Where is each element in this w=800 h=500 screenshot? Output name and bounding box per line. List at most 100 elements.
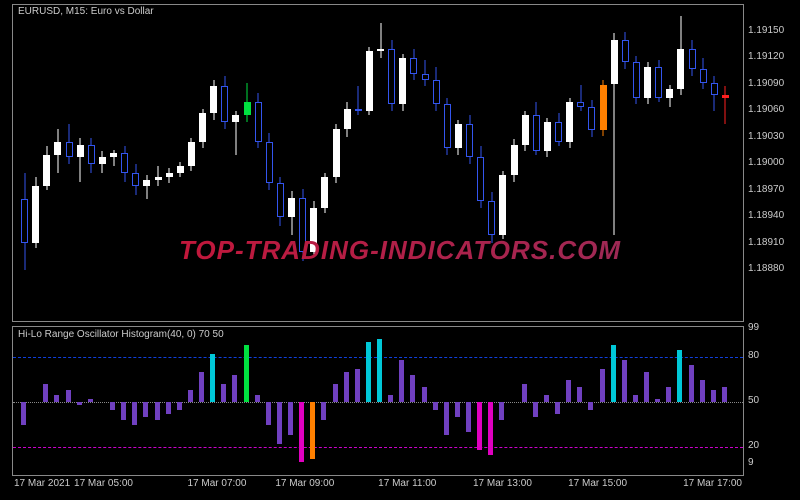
candlestick — [588, 5, 595, 323]
time-x-axis: 17 Mar 202117 Mar 05:0017 Mar 07:0017 Ma… — [12, 478, 744, 494]
oscillator-bar — [455, 402, 460, 417]
candlestick — [533, 5, 540, 323]
candlestick — [377, 5, 384, 323]
candlestick — [288, 5, 295, 323]
candlestick — [255, 5, 262, 323]
price-tick: 1.19150 — [748, 25, 784, 36]
candlestick — [143, 5, 150, 323]
time-tick: 17 Mar 09:00 — [275, 478, 334, 489]
candlestick — [655, 5, 662, 323]
candlestick — [566, 5, 573, 323]
price-tick: 1.19030 — [748, 131, 784, 142]
oscillator-bar — [444, 402, 449, 435]
oscillator-bar — [54, 395, 59, 403]
oscillator-bar — [700, 380, 705, 403]
price-tick: 1.18970 — [748, 184, 784, 195]
oscillator-bar — [666, 387, 671, 402]
oscillator-bar — [388, 395, 393, 403]
candlestick — [232, 5, 239, 323]
candlestick — [321, 5, 328, 323]
candlestick — [99, 5, 106, 323]
time-tick: 17 Mar 13:00 — [473, 478, 532, 489]
oscillator-bar — [110, 402, 115, 410]
time-tick: 17 Mar 17:00 — [683, 478, 742, 489]
oscillator-bar — [711, 390, 716, 402]
oscillator-bar — [433, 402, 438, 410]
oscillator-tick: 20 — [748, 440, 759, 451]
oscillator-bar — [288, 402, 293, 435]
candlestick — [333, 5, 340, 323]
candlestick — [477, 5, 484, 323]
candlestick — [700, 5, 707, 323]
candlestick — [177, 5, 184, 323]
oscillator-bar — [399, 360, 404, 402]
oscillator-tick: 9 — [748, 457, 754, 468]
candlestick — [611, 5, 618, 323]
oscillator-bar — [155, 402, 160, 420]
time-tick: 17 Mar 11:00 — [378, 478, 436, 489]
candlestick — [633, 5, 640, 323]
candlestick — [166, 5, 173, 323]
candlestick — [577, 5, 584, 323]
candlestick — [21, 5, 28, 323]
oscillator-bar — [522, 384, 527, 402]
candlestick — [121, 5, 128, 323]
oscillator-bar — [477, 402, 482, 450]
oscillator-bar — [232, 375, 237, 402]
oscillator-bar — [21, 402, 26, 425]
candlestick — [522, 5, 529, 323]
candlestick — [43, 5, 50, 323]
candlestick — [344, 5, 351, 323]
time-tick: 17 Mar 05:00 — [74, 478, 133, 489]
candlestick — [366, 5, 373, 323]
price-chart-panel[interactable] — [12, 4, 744, 322]
price-tick: 1.19060 — [748, 104, 784, 115]
candlestick — [677, 5, 684, 323]
price-tick: 1.18940 — [748, 210, 784, 221]
oscillator-bar — [88, 399, 93, 402]
candlestick — [266, 5, 273, 323]
oscillator-bar — [377, 339, 382, 402]
candlestick — [399, 5, 406, 323]
candlestick — [544, 5, 551, 323]
candlestick — [77, 5, 84, 323]
candlestick — [444, 5, 451, 323]
oscillator-bar — [566, 380, 571, 403]
candlestick — [410, 5, 417, 323]
oscillator-bar — [132, 402, 137, 425]
candlestick — [244, 5, 251, 323]
oscillator-bar — [310, 402, 315, 459]
price-tick: 1.19120 — [748, 51, 784, 62]
chart-title: EURUSD, M15: Euro vs Dollar — [18, 6, 154, 17]
price-tick: 1.18880 — [748, 263, 784, 274]
candlestick — [555, 5, 562, 323]
candlestick — [277, 5, 284, 323]
candlestick — [711, 5, 718, 323]
oscillator-bar — [622, 360, 627, 402]
candlestick — [310, 5, 317, 323]
candlestick — [499, 5, 506, 323]
price-y-axis: 1.188801.189101.189401.189701.190001.190… — [746, 4, 792, 322]
oscillator-panel[interactable] — [12, 326, 744, 476]
oscillator-bar — [722, 387, 727, 402]
candlestick — [299, 5, 306, 323]
oscillator-bar — [633, 395, 638, 403]
oscillator-bar — [121, 402, 126, 420]
oscillator-ref-line — [13, 447, 743, 448]
candlestick — [199, 5, 206, 323]
oscillator-bar — [299, 402, 304, 462]
oscillator-bar — [655, 399, 660, 402]
candlestick — [511, 5, 518, 323]
price-tick: 1.19090 — [748, 78, 784, 89]
oscillator-bar — [488, 402, 493, 455]
time-tick: 17 Mar 2021 — [14, 478, 70, 489]
oscillator-bar — [66, 390, 71, 402]
oscillator-bar — [199, 372, 204, 402]
oscillator-bar — [555, 402, 560, 414]
oscillator-bar — [689, 365, 694, 403]
oscillator-bar — [255, 395, 260, 403]
oscillator-bar — [533, 402, 538, 417]
oscillator-bar — [600, 369, 605, 402]
candlestick — [221, 5, 228, 323]
candlestick — [210, 5, 217, 323]
